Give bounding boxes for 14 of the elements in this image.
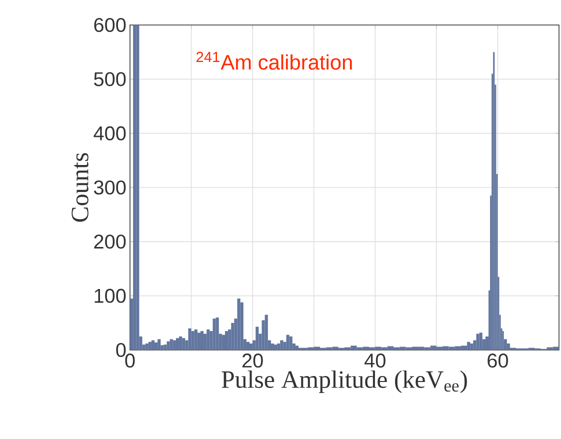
y-tick-label: 600 (94, 18, 126, 32)
x-tick-label: 60 (488, 354, 508, 368)
x-axis-title: Pulse Amplitude (keV$_{ee}$) (222, 370, 467, 394)
x-tick-label: 0 (125, 354, 135, 368)
y-axis-title: Counts (72, 153, 88, 222)
y-tick-label: 0 (116, 342, 126, 358)
x-tick-label: 20 (242, 354, 263, 368)
y-tick-label: 400 (94, 126, 126, 140)
y-tick-label: 300 (94, 180, 126, 195)
y-tick-label: 200 (94, 234, 126, 249)
y-tick-label: 100 (94, 288, 126, 303)
y-tick-label: 500 (94, 72, 126, 86)
x-tick-label: 40 (364, 354, 386, 368)
annotation: $^{241}$Am calibration (196, 52, 352, 70)
